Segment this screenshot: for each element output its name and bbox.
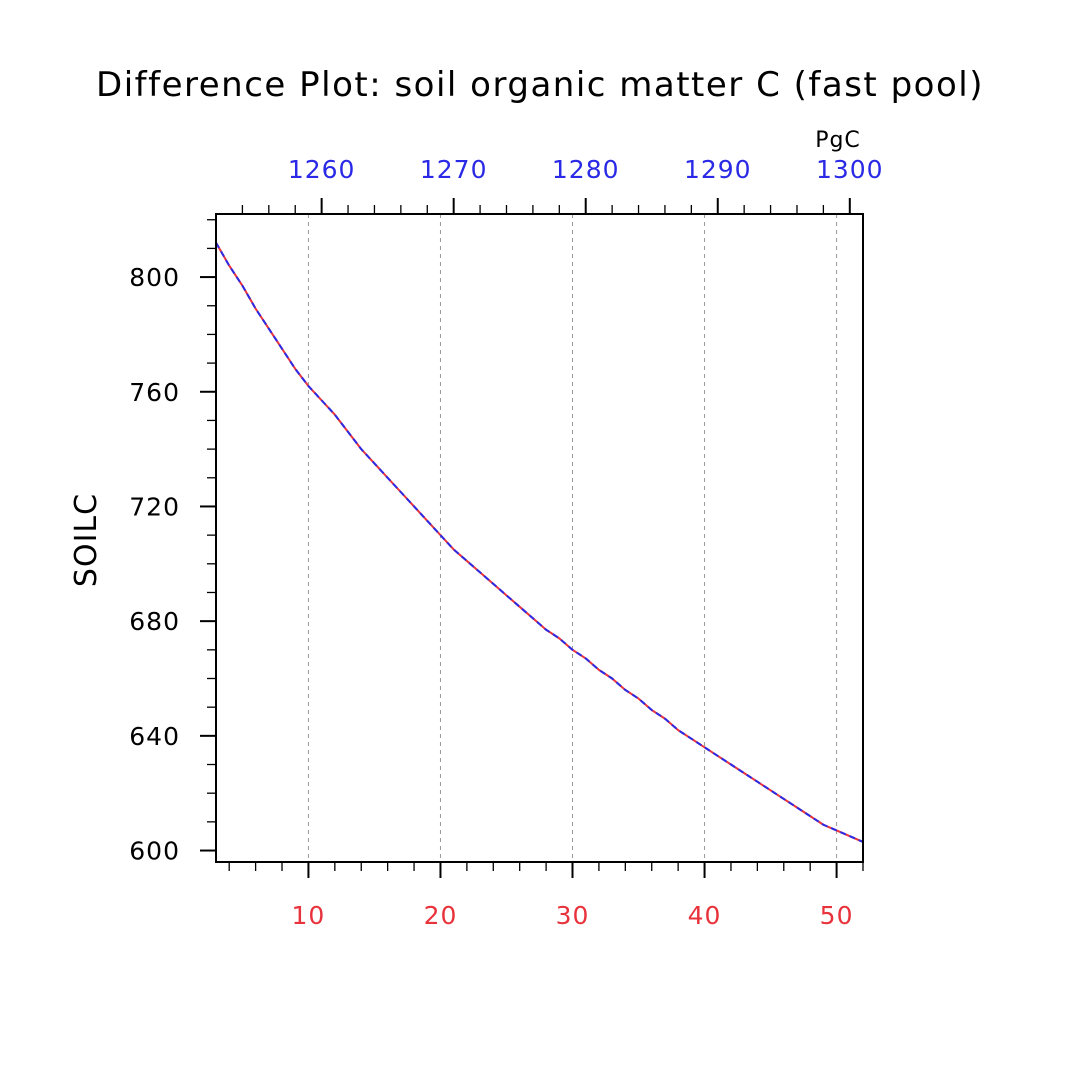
chart-title: Difference Plot: soil organic matter C (… — [96, 65, 984, 105]
top-tick-label-1290: 1290 — [684, 155, 752, 184]
series-layer — [215, 242, 864, 843]
top-axis-units: PgC — [815, 128, 861, 153]
y-tick-label-720: 720 — [129, 492, 180, 521]
y-axis-label: SOILC — [69, 493, 104, 587]
top-tick-label-1300: 1300 — [816, 155, 884, 184]
y-tick-label-760: 760 — [129, 378, 180, 407]
grid-lines — [307, 214, 838, 862]
y-tick-label-640: 640 — [129, 722, 180, 751]
plot-frame — [215, 213, 864, 863]
top-tick-label-1260: 1260 — [288, 155, 356, 184]
x-tick-label-40: 40 — [688, 901, 722, 930]
series-line-1 — [215, 242, 864, 843]
y-tick-label-800: 800 — [129, 263, 180, 292]
x-tick-label-10: 10 — [292, 901, 326, 930]
top-tick-label-1270: 1270 — [420, 155, 488, 184]
x-tick-label-30: 30 — [556, 901, 590, 930]
x-tick-label-50: 50 — [820, 901, 854, 930]
tick-labels: 10 20 30 40 50 600 640 680 720 760 800 1260 1270 1280… — [129, 155, 884, 930]
x-tick-label-20: 20 — [424, 901, 458, 930]
tick-marks — [200, 198, 864, 878]
series-line-2 — [215, 242, 864, 843]
y-tick-label-680: 680 — [129, 607, 180, 636]
top-tick-label-1280: 1280 — [552, 155, 620, 184]
y-tick-label-600: 600 — [129, 837, 180, 866]
